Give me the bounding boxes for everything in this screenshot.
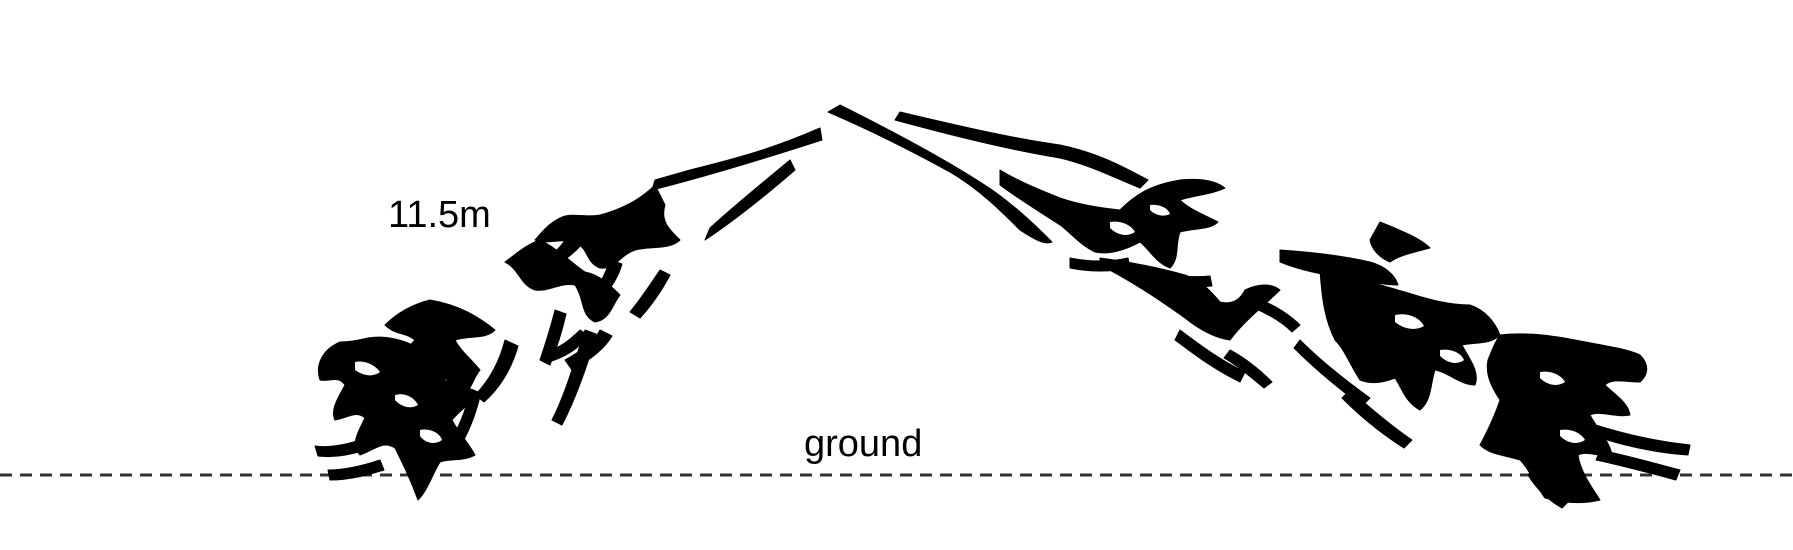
left-base-strand-3 (447, 391, 481, 451)
right-middle-clump (1099, 257, 1281, 341)
right-lower-strand-2 (1341, 389, 1413, 449)
right-apex-stroke-1 (827, 104, 1053, 244)
left-lower-strand-3 (551, 329, 597, 426)
right-upper-hole (1110, 204, 1170, 235)
left-base-strand-2 (327, 459, 385, 481)
right-base-strand-2 (1595, 449, 1681, 481)
height-label: 11.5m (388, 194, 491, 236)
right-middle-wedge (1369, 221, 1431, 263)
right-upper-clump (999, 169, 1226, 269)
left-base-strand-1 (314, 439, 366, 458)
right-base-strand-1 (1575, 419, 1691, 456)
right-middle-strand-3 (1253, 299, 1301, 333)
right-apex-stroke-2 (894, 111, 1149, 189)
right-middle-strand-2 (1223, 349, 1273, 389)
left-lower-strand-2 (539, 309, 567, 366)
left-middle-clump (504, 239, 621, 323)
left-branch (314, 127, 823, 501)
left-middle-strand-2 (629, 269, 671, 319)
left-lower-strand-1 (474, 339, 519, 403)
ground-label: ground (804, 423, 923, 465)
right-middle-strand-1 (1174, 329, 1246, 383)
left-inner-curl (704, 159, 796, 241)
right-base-clump (1479, 333, 1648, 504)
right-base-strand-3 (1527, 467, 1571, 509)
left-base-clump (317, 336, 479, 501)
right-lower-hole (1395, 314, 1464, 363)
right-branch (827, 104, 1691, 509)
right-lower-clump (1319, 269, 1501, 411)
left-apex-stroke (651, 127, 823, 191)
right-base-hole (1540, 371, 1585, 443)
left-base-hole-1 (355, 361, 442, 443)
